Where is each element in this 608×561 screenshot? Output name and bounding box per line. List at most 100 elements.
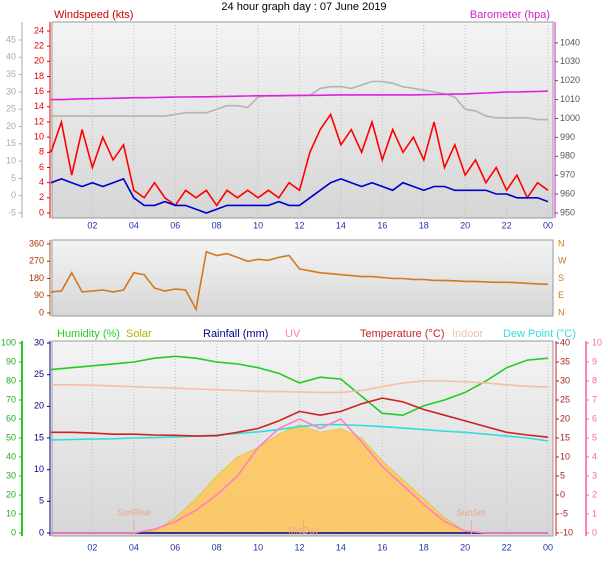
y-tick-label: 15 [34, 432, 44, 442]
y-tick-label: 20 [34, 56, 44, 66]
x-tick-label: 20 [460, 220, 470, 230]
y-tick-label: 7 [592, 394, 597, 404]
annotation: SunRise [117, 507, 151, 517]
x-tick-label: 16 [377, 220, 387, 230]
line [50, 250, 549, 312]
y-tick-label: -5 [8, 207, 16, 217]
y-tick-label: 40 [6, 451, 16, 461]
x-tick-label: 14 [336, 542, 346, 552]
y-tick-label: 90 [6, 356, 16, 366]
y-tick-label: 30 [6, 470, 16, 480]
y-tick-label: 15 [6, 138, 16, 148]
legend-entry: Humidity (%) [57, 328, 120, 340]
y-tick-label: 100 [1, 337, 16, 347]
y-tick-label: 1040 [560, 37, 580, 47]
y-tick-label: 180 [29, 273, 44, 283]
y-tick-label: 6 [39, 162, 44, 172]
legend-entry: Rainfall (mm) [203, 328, 268, 340]
line [50, 423, 549, 442]
line [50, 355, 549, 417]
y-tick-label: 20 [34, 401, 44, 411]
x-tick-label: 20 [460, 542, 470, 552]
y-tick-label: 10 [560, 451, 570, 461]
line [51, 90, 549, 101]
y-tick-label: 30 [6, 86, 16, 96]
x-tick-label: 18 [419, 220, 429, 230]
y-tick-label: 0 [11, 527, 16, 537]
y-label: Windspeed (kts) [54, 9, 133, 21]
annotation: SunSet [457, 507, 487, 517]
y-tick-label: 1000 [560, 113, 580, 123]
x-tick-label: 00 [543, 220, 553, 230]
x-tick-label: 18 [419, 542, 429, 552]
line [50, 112, 549, 207]
x-tick-label: 10 [253, 542, 263, 552]
y-tick-label: 0 [39, 527, 44, 537]
legend-entry: UV [285, 328, 301, 340]
legend-entry: Indoor [452, 328, 484, 340]
y-tick-label: -5 [560, 508, 568, 518]
x-tick-label: 10 [253, 220, 263, 230]
y-tick-label: 10 [592, 337, 602, 347]
y-tick-label: 3 [592, 470, 597, 480]
annotation: MidDay [288, 525, 319, 535]
y-tick-label: 270 [29, 256, 44, 266]
x-tick-label: 02 [87, 220, 97, 230]
y-tick-label: 960 [560, 188, 575, 198]
y-tick-label: 990 [560, 132, 575, 142]
y-tick-label: 20 [560, 413, 570, 423]
y-tick-label: 50 [6, 432, 16, 442]
y-tick-label: 20 [6, 489, 16, 499]
y-tick-label: 35 [560, 356, 570, 366]
plot-bg [51, 21, 554, 219]
y-tick-label: 0 [11, 190, 16, 200]
y-tick-label: 10 [6, 508, 16, 518]
y-tick-label: 20 [6, 121, 16, 131]
y-tick-label: 4 [592, 451, 597, 461]
y-tick-label: 9 [592, 356, 597, 366]
legend-entry: Solar [126, 328, 152, 340]
y-tick-label: 22 [34, 41, 44, 51]
x-tick-label: 06 [170, 220, 180, 230]
compass-label: S [558, 273, 564, 283]
y-tick-label: 950 [560, 207, 575, 217]
y-tick-label: 25 [6, 104, 16, 114]
y-tick-label: 980 [560, 151, 575, 161]
x-tick-label: 04 [129, 220, 139, 230]
line [51, 397, 549, 438]
plot-bg [51, 239, 554, 317]
y-tick-label: 80 [6, 375, 16, 385]
y-tick-label: 8 [592, 375, 597, 385]
y-tick-label: 12 [34, 116, 44, 126]
x-tick-label: 22 [502, 542, 512, 552]
y-tick-label: 60 [6, 413, 16, 423]
y-tick-label: 18 [34, 71, 44, 81]
x-tick-label: 02 [87, 542, 97, 552]
line [51, 380, 549, 394]
compass-label: N [558, 307, 565, 317]
y-tick-label: 0 [592, 527, 597, 537]
x-tick-label: 12 [294, 220, 304, 230]
y-tick-label: 70 [6, 394, 16, 404]
y-tick-label: 0 [39, 207, 44, 217]
y-tick-label: 5 [560, 470, 565, 480]
y-tick-label: 10 [6, 155, 16, 165]
y-tick-label: 2 [592, 489, 597, 499]
y-tick-label: 10 [34, 464, 44, 474]
y-tick-label: 4 [39, 177, 44, 187]
y-tick-label: 40 [6, 52, 16, 62]
x-tick-label: 16 [377, 542, 387, 552]
title: 24 hour graph day : 07 June 2019 [221, 1, 386, 13]
compass-label: E [558, 290, 564, 300]
y-tick-label: -10 [560, 527, 573, 537]
y-tick-label: 45 [6, 34, 16, 44]
y-tick-label: 1010 [560, 94, 580, 104]
y-tick-label: 0 [560, 489, 565, 499]
y2-label: Barometer (hpa) [470, 9, 550, 21]
x-tick-label: 04 [129, 542, 139, 552]
y-tick-label: 5 [592, 432, 597, 442]
y-tick-label: 6 [592, 413, 597, 423]
y-tick-label: 30 [34, 337, 44, 347]
y-tick-label: 1030 [560, 56, 580, 66]
